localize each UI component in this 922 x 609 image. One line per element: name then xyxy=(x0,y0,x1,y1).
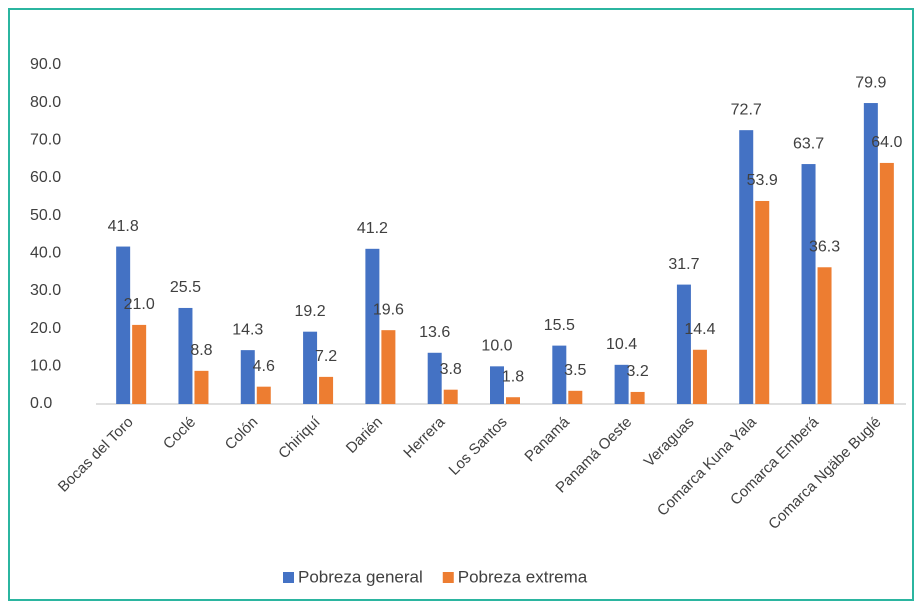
bar xyxy=(506,397,520,404)
y-tick-label: 10.0 xyxy=(30,358,61,375)
value-label: 72.7 xyxy=(731,101,762,118)
value-label: 41.2 xyxy=(357,220,388,237)
value-label: 3.2 xyxy=(626,363,648,380)
bar xyxy=(552,345,567,404)
bar xyxy=(256,386,271,404)
y-tick-label: 40.0 xyxy=(30,245,61,262)
value-label: 36.3 xyxy=(809,238,840,255)
bar xyxy=(676,284,691,404)
y-tick-label: 80.0 xyxy=(30,94,61,111)
y-tick-label: 30.0 xyxy=(30,282,61,299)
value-label: 8.8 xyxy=(190,342,212,359)
bar xyxy=(178,307,193,404)
value-label: 19.2 xyxy=(295,303,326,320)
value-label: 53.9 xyxy=(747,172,778,189)
value-label: 13.6 xyxy=(419,324,450,341)
value-label: 14.3 xyxy=(232,321,263,338)
value-label: 79.9 xyxy=(855,74,886,91)
bar xyxy=(817,267,832,404)
y-tick-label: 50.0 xyxy=(30,207,61,224)
value-label: 14.4 xyxy=(684,321,715,338)
bar xyxy=(132,324,147,404)
value-label: 10.4 xyxy=(606,336,637,353)
value-label: 15.5 xyxy=(544,317,575,334)
bar xyxy=(116,246,131,404)
value-label: 19.6 xyxy=(373,301,404,318)
bar xyxy=(319,376,334,404)
y-tick-label: 0.0 xyxy=(30,395,52,412)
bar xyxy=(303,331,318,404)
value-label: 1.8 xyxy=(502,368,524,385)
bar xyxy=(427,352,442,404)
value-label: 64.0 xyxy=(871,134,902,151)
legend-swatch xyxy=(283,572,294,583)
legend-label: Pobreza general xyxy=(298,567,423,586)
legend-label: Pobreza extrema xyxy=(458,567,588,586)
bar xyxy=(240,350,255,404)
y-tick-label: 20.0 xyxy=(30,320,61,337)
value-label: 3.8 xyxy=(440,361,462,378)
bar xyxy=(801,164,816,404)
bar xyxy=(692,349,707,404)
bar xyxy=(739,130,754,404)
value-label: 10.0 xyxy=(481,338,512,355)
y-tick-label: 70.0 xyxy=(30,132,61,149)
bar xyxy=(568,390,583,404)
value-label: 21.0 xyxy=(124,296,155,313)
value-label: 31.7 xyxy=(668,256,699,273)
value-label: 63.7 xyxy=(793,135,824,152)
bar xyxy=(863,103,878,404)
bar xyxy=(879,162,894,404)
value-label: 41.8 xyxy=(108,218,139,235)
y-tick-label: 60.0 xyxy=(30,169,61,186)
bar xyxy=(630,391,645,404)
bar xyxy=(365,248,380,404)
value-label: 3.5 xyxy=(564,362,586,379)
legend-swatch xyxy=(442,572,454,583)
bar xyxy=(194,370,209,404)
value-label: 7.2 xyxy=(315,348,337,365)
value-label: 4.6 xyxy=(253,358,275,375)
bar xyxy=(755,200,770,404)
bar xyxy=(381,330,396,404)
bar xyxy=(614,364,629,404)
y-tick-label: 90.0 xyxy=(30,56,61,73)
value-label: 25.5 xyxy=(170,279,201,296)
bar xyxy=(443,389,458,404)
bar xyxy=(490,366,504,404)
